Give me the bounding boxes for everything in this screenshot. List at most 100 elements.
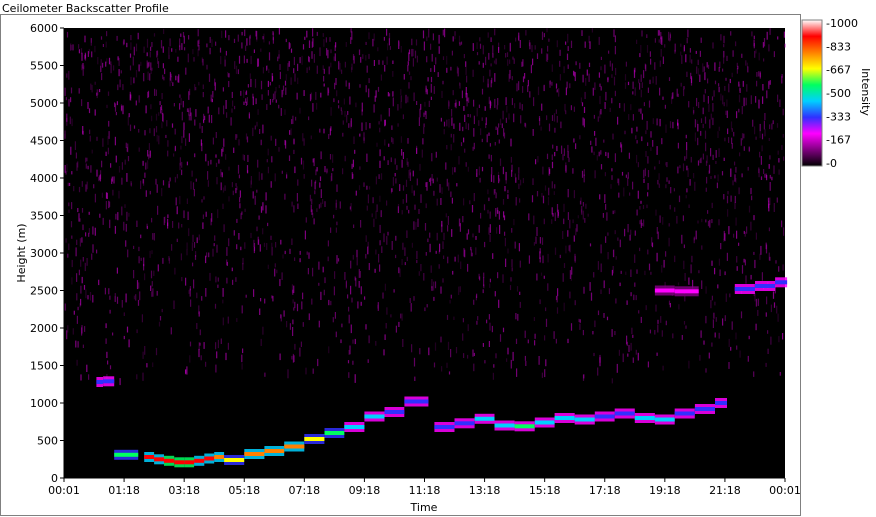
noise-speck bbox=[657, 179, 659, 185]
noise-speck bbox=[528, 213, 530, 221]
noise-speck bbox=[518, 243, 520, 252]
noise-speck bbox=[504, 231, 506, 236]
noise-speck bbox=[401, 313, 403, 321]
noise-speck bbox=[127, 249, 129, 258]
noise-speck bbox=[553, 113, 556, 122]
noise-speck bbox=[81, 325, 83, 334]
noise-speck bbox=[162, 46, 164, 53]
noise-speck bbox=[287, 63, 289, 71]
noise-speck bbox=[400, 136, 402, 143]
noise-speck bbox=[781, 145, 783, 150]
noise-speck bbox=[450, 191, 452, 198]
noise-speck bbox=[724, 271, 726, 276]
noise-speck bbox=[163, 28, 165, 34]
noise-speck bbox=[330, 300, 332, 306]
noise-speck bbox=[665, 162, 667, 166]
noise-speck bbox=[468, 97, 470, 103]
noise-speck bbox=[461, 90, 463, 99]
noise-speck bbox=[333, 286, 335, 296]
noise-speck bbox=[138, 256, 140, 264]
noise-speck bbox=[64, 130, 66, 139]
noise-speck bbox=[280, 108, 282, 116]
noise-speck bbox=[166, 120, 168, 127]
noise-speck bbox=[695, 50, 697, 54]
noise-speck bbox=[366, 65, 368, 73]
noise-speck bbox=[743, 258, 745, 263]
noise-speck bbox=[598, 72, 600, 78]
noise-speck bbox=[150, 46, 152, 51]
noise-speck bbox=[551, 207, 553, 215]
noise-speck bbox=[491, 167, 493, 175]
noise-speck bbox=[565, 245, 567, 254]
noise-speck bbox=[758, 52, 760, 61]
noise-speck bbox=[611, 74, 613, 78]
noise-speck bbox=[84, 262, 86, 272]
noise-speck bbox=[569, 291, 571, 299]
chart-frame bbox=[0, 14, 801, 516]
noise-speck bbox=[570, 40, 573, 48]
noise-speck bbox=[693, 237, 695, 244]
noise-speck bbox=[776, 123, 779, 128]
noise-speck bbox=[224, 185, 226, 191]
noise-speck bbox=[533, 97, 535, 107]
noise-speck bbox=[416, 55, 418, 63]
noise-speck bbox=[491, 77, 493, 84]
noise-speck bbox=[336, 255, 338, 264]
noise-speck bbox=[411, 242, 413, 248]
x-tick-label: 17:18 bbox=[589, 484, 621, 497]
noise-speck bbox=[108, 120, 110, 127]
noise-speck bbox=[712, 42, 714, 49]
noise-speck bbox=[636, 140, 638, 144]
noise-speck bbox=[125, 223, 127, 232]
noise-speck bbox=[515, 37, 517, 42]
noise-speck bbox=[662, 365, 664, 371]
noise-speck bbox=[70, 146, 72, 155]
noise-speck bbox=[782, 134, 784, 138]
noise-speck bbox=[499, 118, 502, 125]
noise-speck bbox=[542, 255, 544, 264]
noise-speck bbox=[85, 289, 87, 299]
noise-speck bbox=[752, 119, 754, 127]
noise-speck bbox=[87, 165, 89, 170]
noise-speck bbox=[202, 222, 204, 229]
noise-speck bbox=[556, 40, 558, 48]
noise-speck bbox=[241, 211, 243, 215]
noise-speck bbox=[350, 285, 352, 295]
layer-core bbox=[244, 452, 265, 456]
noise-speck bbox=[575, 61, 577, 66]
noise-speck bbox=[712, 319, 714, 328]
noise-speck bbox=[496, 105, 498, 110]
noise-speck bbox=[423, 273, 425, 281]
noise-speck bbox=[171, 75, 173, 83]
noise-speck bbox=[192, 49, 194, 55]
noise-speck bbox=[594, 131, 596, 136]
noise-speck bbox=[320, 189, 322, 198]
noise-speck bbox=[753, 43, 755, 49]
noise-speck bbox=[418, 117, 420, 126]
noise-speck bbox=[178, 222, 180, 229]
noise-speck bbox=[322, 65, 324, 70]
noise-speck bbox=[386, 28, 388, 36]
noise-speck bbox=[583, 169, 585, 176]
noise-speck bbox=[547, 53, 549, 60]
noise-speck bbox=[365, 122, 367, 130]
noise-speck bbox=[232, 190, 234, 196]
noise-speck bbox=[448, 101, 450, 107]
noise-speck bbox=[397, 104, 399, 111]
noise-speck bbox=[489, 224, 491, 233]
noise-speck bbox=[78, 49, 80, 54]
noise-speck bbox=[445, 162, 447, 170]
noise-speck bbox=[589, 243, 592, 247]
noise-speck bbox=[637, 190, 639, 199]
noise-speck bbox=[354, 338, 356, 345]
noise-speck bbox=[712, 117, 714, 126]
noise-speck bbox=[289, 43, 291, 48]
noise-speck bbox=[132, 56, 134, 66]
noise-speck bbox=[367, 241, 369, 248]
noise-speck bbox=[563, 263, 566, 268]
noise-speck bbox=[254, 195, 256, 205]
noise-speck bbox=[782, 264, 784, 271]
noise-speck bbox=[278, 28, 280, 35]
noise-speck bbox=[277, 56, 279, 62]
noise-speck bbox=[312, 213, 314, 218]
